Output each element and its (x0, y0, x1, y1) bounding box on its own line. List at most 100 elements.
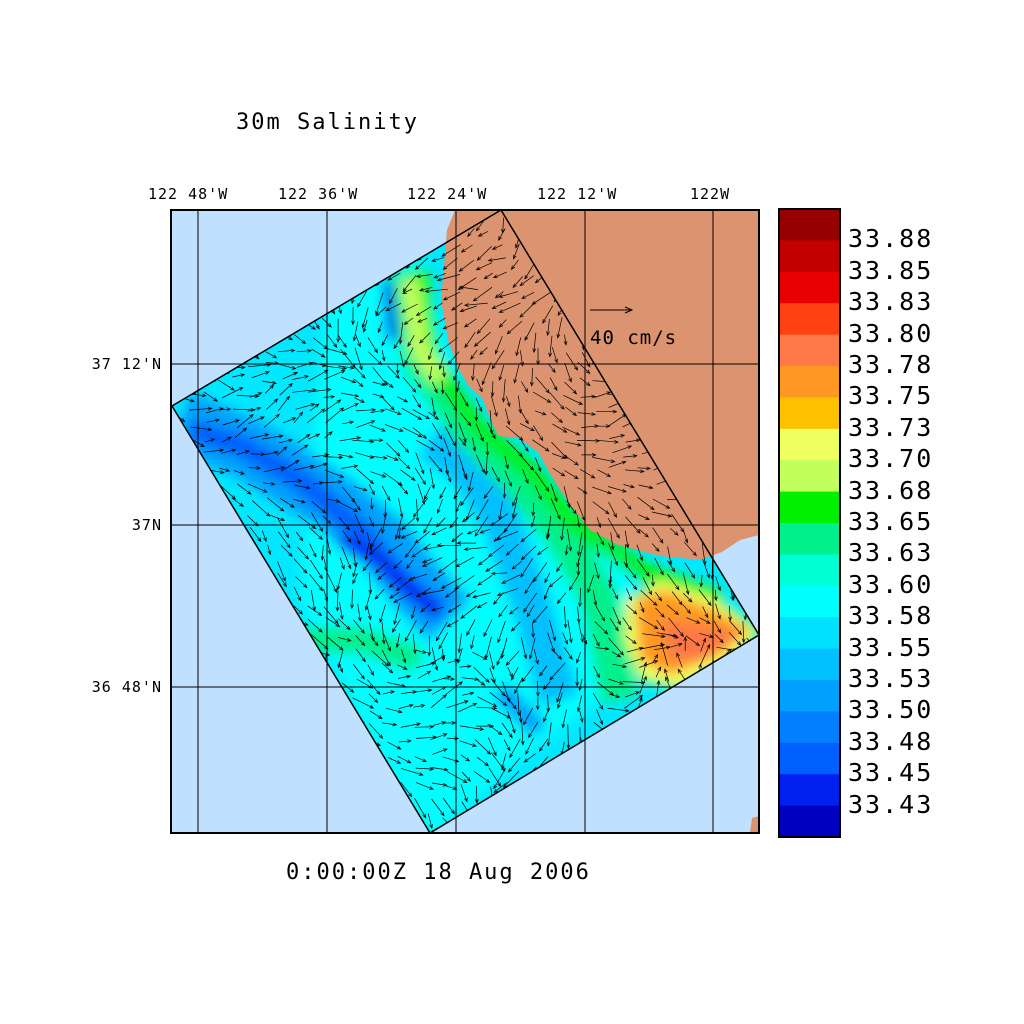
velocity-arrow (427, 813, 433, 829)
velocity-arrow (324, 370, 346, 380)
velocity-arrow (381, 350, 386, 362)
velocity-arrow (651, 574, 655, 587)
velocity-arrow (595, 605, 605, 622)
velocity-arrow (383, 633, 391, 652)
velocity-arrow (430, 694, 447, 709)
velocity-arrow (623, 454, 638, 458)
velocity-arrow (431, 782, 448, 787)
colorbar-swatch (779, 742, 840, 775)
velocity-arrow (310, 559, 323, 580)
velocity-arrow (609, 693, 621, 698)
velocity-arrow (324, 431, 333, 439)
velocity-arrow (396, 481, 409, 495)
velocity-arrow (293, 334, 307, 345)
velocity-arrow (293, 605, 304, 615)
colorbar-swatch (779, 491, 840, 524)
velocity-arrow (682, 572, 690, 596)
velocity-arrow (622, 680, 646, 685)
velocity-arrow (476, 602, 488, 609)
velocity-arrow (510, 667, 519, 681)
velocity-arrow (442, 291, 461, 301)
velocity-arrow (491, 301, 507, 309)
velocity-arrow (395, 363, 400, 375)
colorbar-label: 33.53 (848, 664, 934, 693)
velocity-arrow (326, 572, 338, 594)
velocity-arrow (439, 486, 447, 500)
velocity-arrow (475, 262, 493, 271)
velocity-arrow (432, 721, 447, 726)
velocity-arrow (476, 318, 491, 335)
velocity-arrow (267, 544, 272, 556)
velocity-arrow (295, 531, 304, 542)
velocity-arrow (505, 425, 524, 441)
velocity-arrow (438, 632, 449, 650)
velocity-arrow (457, 703, 478, 713)
velocity-arrow (369, 542, 384, 556)
velocity-arrow (188, 406, 213, 411)
velocity-arrow (686, 617, 701, 624)
velocity-arrow (474, 407, 479, 422)
velocity-arrow (354, 347, 363, 371)
velocity-arrow (419, 332, 431, 344)
velocity-arrow (307, 369, 329, 382)
colorbar-label: 33.50 (848, 695, 934, 725)
x-tick-label: 122W (690, 185, 731, 203)
colorbar-swatch (779, 271, 840, 304)
velocity-arrow (336, 572, 342, 591)
velocity-arrow (353, 619, 365, 634)
velocity-arrow (312, 453, 330, 458)
colorbar-swatch (779, 523, 840, 555)
velocity-arrow (576, 558, 581, 577)
velocity-arrow (292, 388, 317, 393)
velocity-arrow (445, 587, 460, 598)
velocity-arrow (397, 664, 408, 670)
velocity-arrow (443, 720, 457, 725)
velocity-arrow (394, 516, 403, 541)
velocity-arrow (497, 620, 506, 644)
velocity-arrow (402, 427, 423, 438)
velocity-arrow (447, 604, 462, 613)
velocity-arrow (368, 722, 384, 739)
velocity-arrow (397, 456, 411, 470)
velocity-arrow (565, 406, 578, 417)
velocity-arrow (221, 387, 244, 399)
velocity-arrow (322, 455, 344, 460)
velocity-arrow (576, 695, 582, 713)
velocity-arrow (445, 681, 464, 695)
y-tick-label: 37 12'N (91, 355, 162, 373)
velocity-arrow (442, 366, 446, 378)
velocity-arrow (457, 633, 462, 654)
velocity-arrow (311, 348, 326, 358)
velocity-arrow (506, 320, 523, 335)
velocity-arrow (525, 737, 534, 755)
velocity-arrow (488, 544, 505, 558)
velocity-arrow (493, 768, 506, 790)
velocity-arrow (421, 589, 445, 596)
velocity-arrow (608, 678, 624, 685)
velocity-arrow (263, 466, 286, 473)
velocity-arrow (535, 697, 540, 711)
velocity-arrow (249, 433, 270, 439)
velocity-arrow (400, 530, 418, 539)
velocity-arrow (522, 469, 529, 484)
velocity-arrow (276, 446, 288, 456)
velocity-arrow (642, 633, 666, 639)
velocity-arrow (578, 678, 583, 692)
velocity-arrow (396, 396, 409, 403)
velocity-arrow (218, 379, 235, 391)
velocity-arrow (715, 575, 721, 592)
velocity-arrow (435, 621, 448, 642)
velocity-arrow (354, 333, 361, 348)
velocity-arrow (702, 606, 709, 619)
velocity-arrow (519, 302, 536, 318)
velocity-arrow (491, 350, 505, 370)
colorbar-frame (778, 208, 841, 838)
velocity-arrow (623, 694, 644, 709)
velocity-arrow (562, 632, 568, 645)
colorbar-swatch (779, 366, 840, 398)
velocity-arrow (379, 604, 386, 623)
velocity-arrow (437, 337, 458, 353)
velocity-arrow (264, 384, 275, 394)
velocity-arrow (507, 666, 513, 678)
velocity-arrow (638, 617, 659, 630)
